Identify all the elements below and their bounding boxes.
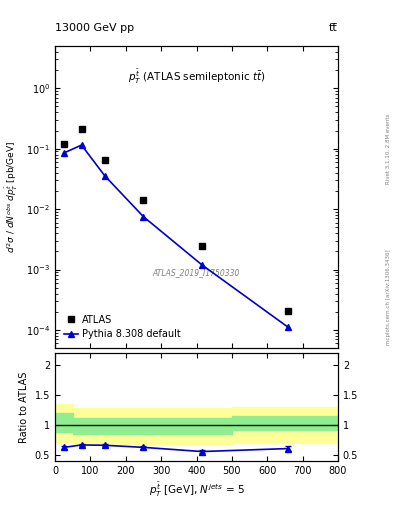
ATLAS xyxy=(200,243,204,249)
Text: $p_T^{\bar{t}}$ (ATLAS semileptonic $t\bar{t}$): $p_T^{\bar{t}}$ (ATLAS semileptonic $t\b… xyxy=(128,67,265,86)
Text: tt̅: tt̅ xyxy=(329,23,338,33)
ATLAS xyxy=(62,141,66,147)
Line: Pythia 8.308 default: Pythia 8.308 default xyxy=(61,142,292,331)
Y-axis label: $d^2\sigma$ / $dN^{obs}$ $dp^{\bar{t}}_T$ [pb/GeV]: $d^2\sigma$ / $dN^{obs}$ $dp^{\bar{t}}_T… xyxy=(4,141,20,253)
Pythia 8.308 default xyxy=(286,325,291,331)
Pythia 8.308 default xyxy=(79,142,84,148)
ATLAS xyxy=(79,126,84,132)
ATLAS xyxy=(286,307,291,313)
Pythia 8.308 default xyxy=(62,150,66,156)
Text: Rivet 3.1.10, 2.8M events: Rivet 3.1.10, 2.8M events xyxy=(386,113,391,184)
ATLAS xyxy=(141,197,146,203)
Text: ATLAS_2019_I1750330: ATLAS_2019_I1750330 xyxy=(153,268,240,277)
Y-axis label: Ratio to ATLAS: Ratio to ATLAS xyxy=(19,371,29,443)
Pythia 8.308 default xyxy=(200,262,204,268)
Line: ATLAS: ATLAS xyxy=(61,126,292,314)
ATLAS xyxy=(102,157,107,163)
Text: mcplots.cern.ch [arXiv:1306.3436]: mcplots.cern.ch [arXiv:1306.3436] xyxy=(386,249,391,345)
Text: 13000 GeV pp: 13000 GeV pp xyxy=(55,23,134,33)
Legend: ATLAS, Pythia 8.308 default: ATLAS, Pythia 8.308 default xyxy=(60,311,185,344)
X-axis label: $p^{\bar{t}}_T$ [GeV], $N^{jets}$ = 5: $p^{\bar{t}}_T$ [GeV], $N^{jets}$ = 5 xyxy=(149,481,244,500)
Pythia 8.308 default xyxy=(102,173,107,179)
Pythia 8.308 default xyxy=(141,214,146,220)
